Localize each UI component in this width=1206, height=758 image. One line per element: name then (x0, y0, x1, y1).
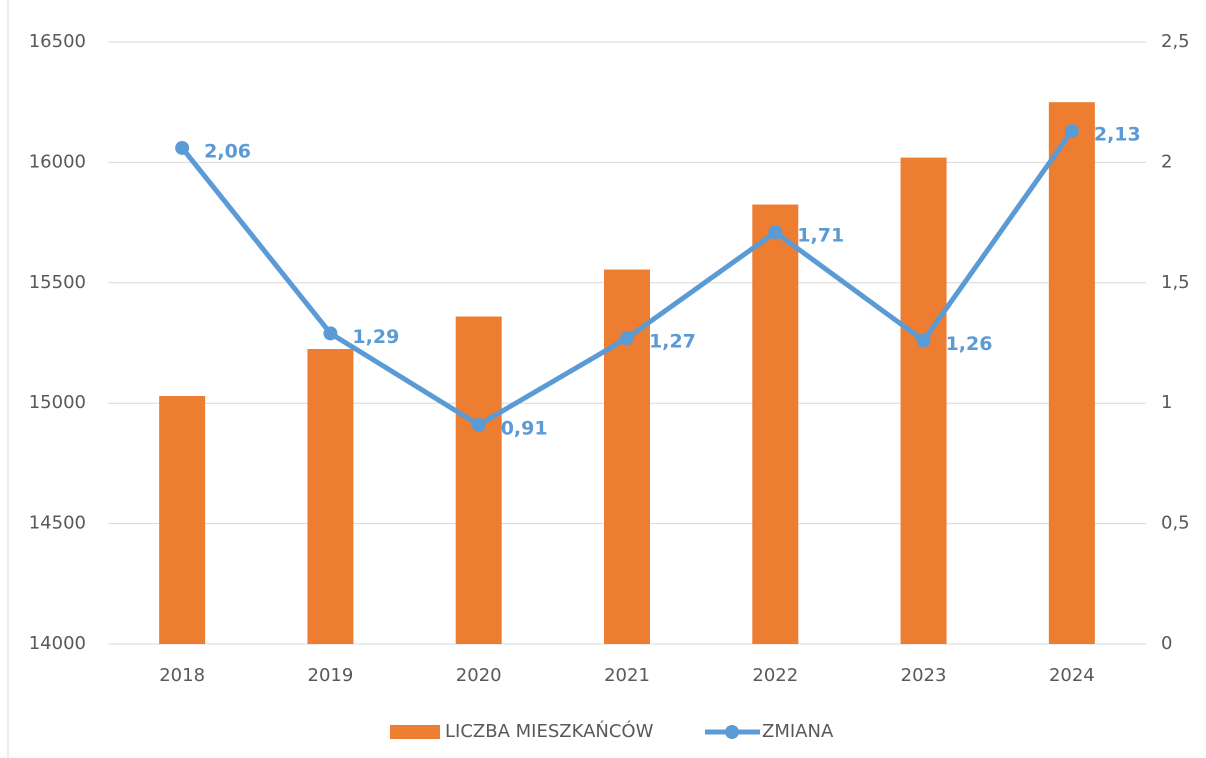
line-marker (471, 417, 486, 432)
y2-tick-label: 2 (1161, 151, 1172, 172)
x-tick-label: 2020 (456, 665, 502, 686)
line-marker (916, 333, 931, 348)
x-tick-label: 2024 (1049, 665, 1095, 686)
y2-tick-label: 2,5 (1161, 31, 1190, 52)
data-label: 2,06 (204, 140, 251, 162)
y2-tick-label: 0,5 (1161, 513, 1190, 534)
y-tick-label: 14000 (29, 633, 86, 654)
x-tick-label: 2023 (901, 665, 947, 686)
data-label: 2,13 (1094, 124, 1141, 146)
legend-label: ZMIANA (762, 721, 834, 742)
y-tick-label: 15500 (29, 272, 86, 293)
bar (1048, 102, 1095, 644)
legend-swatch-marker (725, 725, 739, 739)
line-marker (1064, 124, 1079, 139)
bar (752, 204, 799, 645)
x-tick-label: 2022 (752, 665, 798, 686)
data-label: 1,27 (649, 331, 696, 353)
data-label: 1,26 (946, 333, 993, 355)
bar (307, 349, 354, 644)
legend-label: LICZBA MIESZKAŃCÓW (445, 720, 654, 742)
bar (900, 157, 947, 645)
y2-tick-label: 1 (1161, 392, 1172, 413)
line-marker (175, 140, 190, 155)
legend-swatch (390, 725, 440, 739)
line-marker (620, 331, 634, 346)
bar (455, 316, 502, 644)
line-marker (768, 225, 783, 240)
data-label: 1,29 (352, 326, 399, 348)
data-label: 1,71 (797, 225, 844, 247)
y-tick-label: 14500 (29, 513, 86, 534)
x-tick-label: 2021 (604, 665, 650, 686)
data-label: 0,91 (501, 417, 548, 439)
y-tick-label: 16000 (29, 151, 86, 172)
line-marker (323, 326, 338, 341)
x-tick-label: 2019 (308, 665, 354, 686)
y-tick-label: 15000 (29, 392, 86, 413)
y2-tick-label: 0 (1161, 633, 1172, 654)
y-tick-label: 16500 (29, 31, 86, 52)
y2-tick-label: 1,5 (1161, 272, 1190, 293)
bar (159, 395, 206, 644)
x-tick-label: 2018 (159, 665, 205, 686)
